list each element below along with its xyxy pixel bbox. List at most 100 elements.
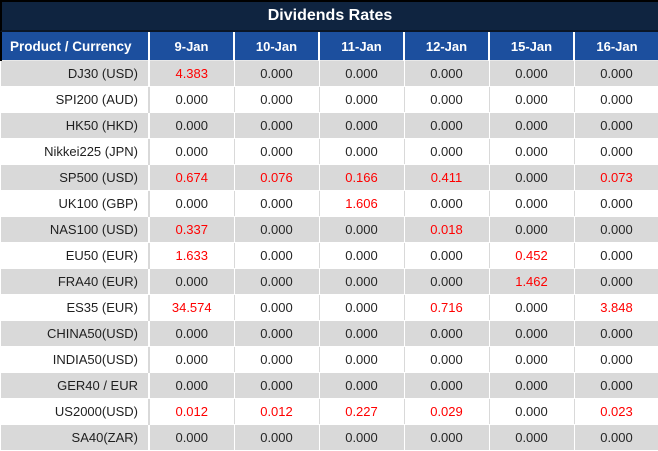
rate-value-cell: 0.000 — [149, 112, 235, 139]
rate-value-cell: 0.000 — [234, 190, 320, 217]
rate-value-cell: 0.012 — [234, 398, 320, 425]
rate-value-cell: 0.012 — [149, 398, 235, 425]
rate-value-cell: 0.000 — [319, 216, 405, 243]
rate-value-cell: 0.000 — [489, 346, 575, 373]
rate-value-cell: 0.000 — [404, 60, 490, 87]
rate-value-cell: 0.000 — [489, 398, 575, 425]
rate-value-cell: 0.000 — [149, 190, 235, 217]
rate-value-cell: 0.000 — [319, 346, 405, 373]
rate-value-cell: 0.000 — [574, 86, 658, 113]
rate-value-cell: 0.000 — [234, 346, 320, 373]
rate-value-cell: 0.000 — [234, 242, 320, 269]
page-title: Dividends Rates — [0, 2, 658, 32]
rate-value-cell: 0.000 — [234, 86, 320, 113]
rate-value-cell: 4.383 — [149, 60, 235, 87]
rate-value-cell: 0.000 — [319, 294, 405, 321]
rate-value-cell: 0.000 — [149, 372, 235, 399]
rate-value-cell: 0.000 — [404, 268, 490, 295]
rate-value-cell: 0.000 — [319, 86, 405, 113]
rate-value-cell: 0.000 — [404, 372, 490, 399]
rate-value-cell: 0.000 — [574, 190, 658, 217]
rate-value-cell: 0.000 — [319, 112, 405, 139]
rate-value-cell: 0.411 — [404, 164, 490, 191]
rate-value-cell: 0.000 — [234, 138, 320, 165]
product-label: INDIA50(USD) — [1, 346, 150, 373]
table-row: Nikkei225 (JPN) 0.000 0.000 0.000 0.000 0.000… — [1, 138, 658, 165]
product-label: US2000(USD) — [1, 398, 150, 425]
rate-value-cell: 0.000 — [234, 294, 320, 321]
rate-value-cell: 0.000 — [234, 424, 320, 451]
rate-value-cell: 0.000 — [574, 424, 658, 451]
rate-value-cell: 0.000 — [574, 138, 658, 165]
rate-value-cell: 0.000 — [404, 86, 490, 113]
rate-value-cell: 0.227 — [319, 398, 405, 425]
rate-value-cell: 0.000 — [574, 216, 658, 243]
rate-value-cell: 0.000 — [319, 242, 405, 269]
table-row: ES35 (EUR) 34.574 0.000 0.000 0.716 0.000 3.84… — [1, 294, 658, 321]
rate-value-cell: 0.000 — [319, 424, 405, 451]
rate-value-cell: 0.000 — [234, 112, 320, 139]
rate-value-cell: 0.000 — [319, 60, 405, 87]
rate-value-cell: 0.000 — [404, 138, 490, 165]
product-label: SP500 (USD) — [1, 164, 150, 191]
product-label: EU50 (EUR) — [1, 242, 150, 269]
product-label: CHINA50(USD) — [1, 320, 150, 347]
rate-value-cell: 0.000 — [574, 320, 658, 347]
table-row: FRA40 (EUR) 0.000 0.000 0.000 0.000 1.462 0.00… — [1, 268, 658, 295]
date-column-header: 10-Jan — [234, 32, 320, 61]
table-row: HK50 (HKD) 0.000 0.000 0.000 0.000 0.000 0.000 — [1, 112, 658, 139]
rate-value-cell: 0.000 — [234, 372, 320, 399]
rate-value-cell: 0.000 — [489, 372, 575, 399]
product-label: HK50 (HKD) — [1, 112, 150, 139]
table-row: DJ30 (USD) 4.383 0.000 0.000 0.000 0.000 0.000 — [1, 60, 658, 87]
product-label: ES35 (EUR) — [1, 294, 150, 321]
table-body: DJ30 (USD) 4.383 0.000 0.000 0.000 0.000 0.000… — [1, 60, 658, 451]
rate-value-cell: 0.000 — [574, 112, 658, 139]
rate-value-cell: 0.000 — [574, 268, 658, 295]
table-row: UK100 (GBP) 0.000 0.000 1.606 0.000 0.000 0.00… — [1, 190, 658, 217]
table-row: SA40(ZAR) 0.000 0.000 0.000 0.000 0.000 0.000 — [1, 424, 658, 451]
table-row: EU50 (EUR) 1.633 0.000 0.000 0.000 0.452 0.000 — [1, 242, 658, 269]
rate-value-cell: 0.000 — [404, 424, 490, 451]
rate-value-cell: 0.000 — [404, 242, 490, 269]
rate-value-cell: 0.000 — [489, 216, 575, 243]
rate-value-cell: 0.000 — [319, 372, 405, 399]
rate-value-cell: 0.000 — [404, 346, 490, 373]
rate-value-cell: 3.848 — [574, 294, 658, 321]
rate-value-cell: 0.452 — [489, 242, 575, 269]
rate-value-cell: 0.000 — [319, 320, 405, 347]
header-row: Product / Currency 9-Jan 10-Jan 11-Jan 12-J… — [0, 32, 658, 61]
date-column-header: 9-Jan — [149, 32, 235, 61]
rate-value-cell: 0.000 — [489, 190, 575, 217]
rate-value-cell: 0.073 — [574, 164, 658, 191]
rate-value-cell: 0.023 — [574, 398, 658, 425]
rate-value-cell: 0.000 — [489, 138, 575, 165]
rate-value-cell: 0.000 — [149, 346, 235, 373]
date-column-header: 15-Jan — [489, 32, 575, 61]
table-row: CHINA50(USD) 0.000 0.000 0.000 0.000 0.000 0.0… — [1, 320, 658, 347]
rate-value-cell: 0.000 — [149, 268, 235, 295]
rate-value-cell: 0.018 — [404, 216, 490, 243]
rate-value-cell: 0.000 — [489, 294, 575, 321]
table-row: GER40 / EUR 0.000 0.000 0.000 0.000 0.000 0.00… — [1, 372, 658, 399]
date-column-header: 16-Jan — [574, 32, 658, 61]
rate-value-cell: 0.000 — [149, 424, 235, 451]
rate-value-cell: 0.000 — [489, 60, 575, 87]
product-label: NAS100 (USD) — [1, 216, 150, 243]
table-row: US2000(USD) 0.012 0.012 0.227 0.029 0.000 0.02… — [1, 398, 658, 425]
rate-value-cell: 1.606 — [319, 190, 405, 217]
table-row: SPI200 (AUD) 0.000 0.000 0.000 0.000 0.000 0.0… — [1, 86, 658, 113]
date-column-header: 12-Jan — [404, 32, 490, 61]
product-label: SA40(ZAR) — [1, 424, 150, 451]
product-label: FRA40 (EUR) — [1, 268, 150, 295]
rate-value-cell: 0.000 — [404, 320, 490, 347]
rate-value-cell: 0.166 — [319, 164, 405, 191]
rate-value-cell: 0.000 — [489, 424, 575, 451]
rate-value-cell: 0.000 — [489, 320, 575, 347]
table-header: Product / Currency 9-Jan 10-Jan 11-Jan 12-J… — [0, 32, 658, 61]
rate-value-cell: 0.674 — [149, 164, 235, 191]
product-currency-header: Product / Currency — [0, 32, 150, 61]
rate-value-cell: 0.000 — [319, 138, 405, 165]
rate-value-cell: 0.000 — [574, 346, 658, 373]
